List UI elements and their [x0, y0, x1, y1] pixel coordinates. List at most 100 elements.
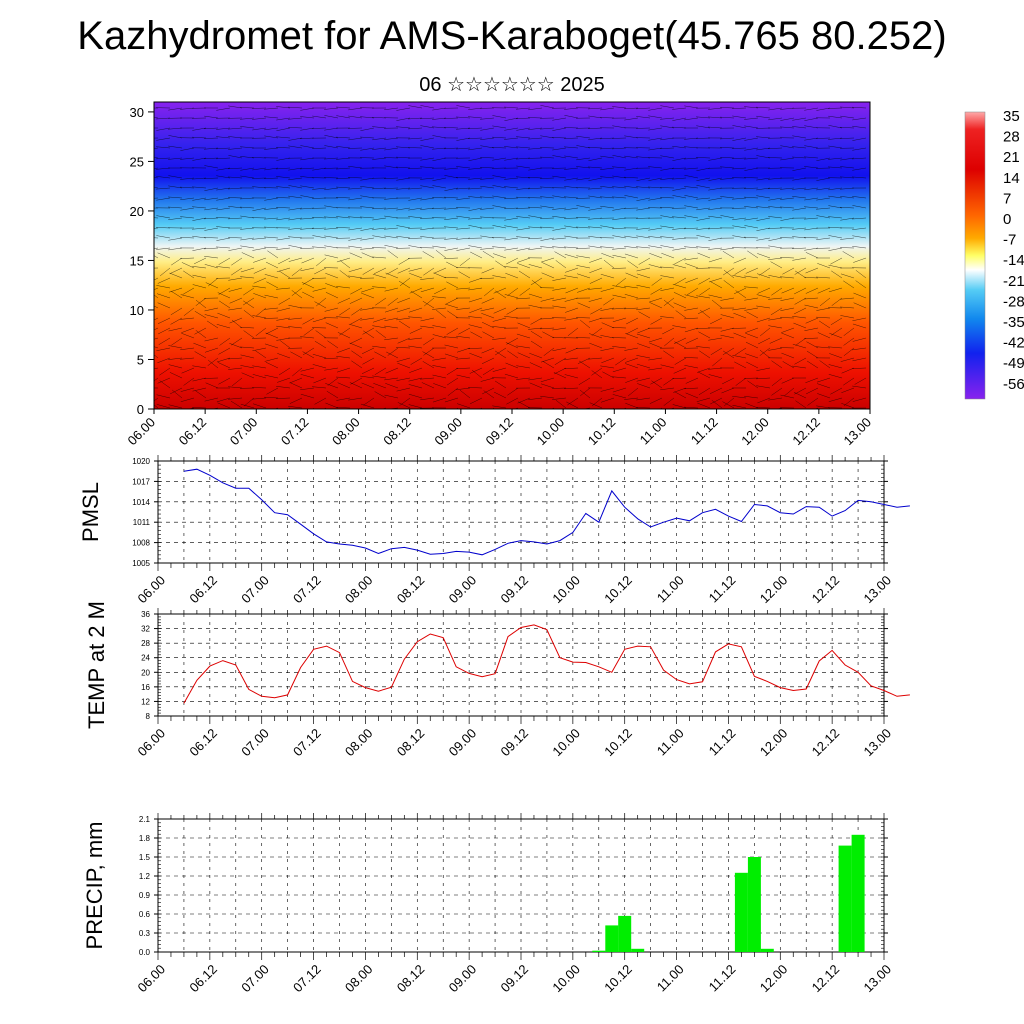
wind-barb: [624, 285, 639, 289]
wind-barb: [372, 325, 387, 329]
wind-barb: [780, 297, 795, 301]
wind-barb: [422, 361, 435, 369]
wind-barb: [804, 247, 819, 251]
wind-barb: [744, 177, 759, 179]
wind-barb: [264, 374, 279, 379]
wind-barb: [192, 217, 207, 221]
wind-barb: [312, 277, 327, 279]
wind-barb: [564, 107, 579, 110]
wind-barb: [216, 197, 231, 201]
wind-barb: [540, 127, 555, 130]
wind-barb: [674, 277, 687, 285]
wind-barb: [840, 357, 855, 362]
wind-barb: [302, 317, 315, 325]
wind-barb: [253, 257, 267, 263]
wind-barb: [336, 407, 351, 409]
wind-barb: [792, 365, 807, 369]
wind-barb: [564, 155, 579, 159]
wind-barb: [336, 397, 351, 401]
wind-barb: [636, 235, 651, 239]
wind-barb: [384, 107, 399, 111]
wind-barb: [154, 404, 159, 409]
wind-barb: [660, 236, 675, 239]
wind-barb: [276, 207, 291, 209]
wind-barb: [423, 347, 435, 356]
wind-barb: [492, 246, 507, 249]
x-tick-label: 12.12: [809, 962, 843, 996]
wind-barb: [612, 394, 627, 399]
wind-barb: [181, 327, 195, 333]
wind-barb: [168, 196, 183, 199]
wind-barb: [506, 257, 519, 265]
wind-barb: [456, 347, 471, 353]
wind-barb: [720, 314, 735, 319]
wind-barb: [603, 259, 615, 269]
wind-barb: [805, 287, 819, 294]
wind-barb: [288, 227, 303, 230]
wind-barb: [672, 117, 687, 121]
wind-barb: [432, 245, 447, 249]
wind-barb: [252, 397, 267, 400]
wind-barb: [433, 267, 447, 274]
wind-barb: [252, 247, 267, 251]
wind-barb: [154, 167, 159, 169]
wind-barb: [552, 147, 567, 151]
wind-barb: [156, 157, 171, 160]
wind-barb: [207, 359, 219, 369]
wind-barb: [721, 387, 735, 394]
wind-barb: [732, 404, 747, 409]
wind-barb: [156, 197, 171, 201]
wind-barb: [456, 307, 471, 310]
wind-barb: [240, 167, 255, 171]
wind-barb: [793, 307, 807, 315]
wind-barb: [708, 294, 723, 299]
wind-barb: [661, 252, 675, 259]
wind-barb: [651, 277, 663, 286]
wind-barb: [324, 205, 339, 209]
wind-barb: [782, 267, 795, 275]
wind-barb: [612, 267, 627, 269]
wind-barb: [636, 307, 651, 311]
x-tick-label: 12.00: [757, 726, 791, 760]
wind-barb: [612, 227, 627, 230]
wind-barb: [528, 147, 543, 150]
wind-barb: [553, 372, 567, 379]
wind-barb: [348, 245, 363, 249]
wind-barb: [468, 177, 483, 180]
wind-barb: [192, 206, 207, 209]
wind-barb: [483, 287, 495, 297]
wind-barb: [564, 115, 579, 119]
x-tick-label: 07.00: [227, 415, 261, 449]
wind-barb: [516, 165, 531, 169]
wind-barb: [600, 397, 615, 403]
wind-barb: [468, 207, 483, 211]
wind-barb: [756, 227, 771, 231]
wind-barb: [324, 157, 339, 160]
wind-barb: [600, 365, 615, 369]
wind-barb: [192, 407, 207, 409]
wind-barb: [420, 236, 435, 239]
wind-barb: [852, 323, 867, 329]
wind-barb: [408, 137, 423, 140]
wind-barb: [804, 125, 819, 129]
wind-barb: [432, 397, 447, 403]
wind-barb: [625, 333, 639, 339]
wind-barb: [516, 196, 531, 199]
wind-barb: [746, 361, 759, 369]
wind-barb: [805, 267, 819, 274]
wind-barb: [216, 207, 231, 211]
wind-barb: [265, 261, 279, 269]
wind-barb: [672, 177, 687, 180]
wind-barb: [468, 225, 483, 229]
wind-barb: [567, 397, 579, 406]
wind-barb: [710, 281, 723, 289]
wind-barb: [768, 187, 783, 190]
wind-barb: [696, 116, 711, 119]
wind-barb: [564, 225, 579, 229]
wind-barb: [193, 342, 207, 349]
wind-barb: [600, 387, 615, 392]
wind-barb: [372, 157, 387, 160]
wind-barb: [154, 377, 159, 382]
wind-barb: [600, 167, 615, 170]
wind-barb: [384, 235, 399, 239]
